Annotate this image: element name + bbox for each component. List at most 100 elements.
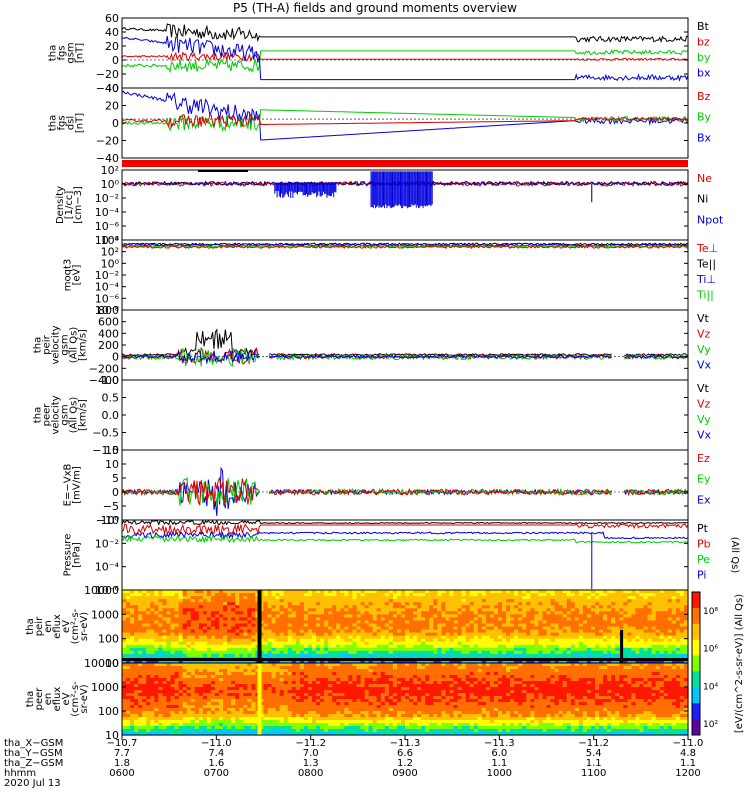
x-tick-label-z: 1.1 bbox=[586, 758, 602, 769]
series-bx bbox=[121, 36, 689, 82]
series-vx bbox=[121, 349, 689, 364]
colorbar-segment bbox=[692, 607, 700, 625]
colorbar-tick-label: 10⁴ bbox=[703, 682, 718, 692]
legend-pb: Pb bbox=[697, 538, 711, 551]
colorbar-tick-label: 10⁶ bbox=[703, 645, 718, 655]
legend-vy: Vy bbox=[697, 413, 711, 426]
series-pi bbox=[121, 530, 689, 540]
y-tick-label: 10 bbox=[105, 729, 119, 742]
y-axis-label-line: [km/s] bbox=[78, 399, 89, 431]
legend-vt: Vt bbox=[697, 382, 710, 395]
x-row-label: hhmm bbox=[4, 768, 36, 779]
x-tick-label-y: 6.6 bbox=[397, 748, 413, 759]
colorbar-segment bbox=[692, 623, 700, 641]
y-axis-label-line: eV bbox=[61, 620, 72, 633]
y-axis-label-line: dsl bbox=[66, 116, 77, 130]
legend-ni: Ni bbox=[697, 193, 708, 206]
legend-bx: Bx bbox=[697, 131, 712, 144]
x-tick-label-t: 1000 bbox=[487, 768, 512, 779]
legend-pe: Pe bbox=[697, 553, 710, 566]
panel-frame bbox=[121, 239, 689, 311]
y-axis-label-line: sr-eV) bbox=[79, 684, 90, 713]
y-axis-label-line: [eV] bbox=[72, 265, 83, 286]
y-tick-label: −1.0 bbox=[92, 444, 119, 457]
y-axis-label-line: (All Qs) bbox=[69, 397, 80, 434]
legend-ez: Ez bbox=[697, 452, 710, 465]
y-axis-label: E=−VxB[mV/m] bbox=[63, 464, 83, 507]
ion-cells bbox=[122, 590, 689, 664]
y-tick-label: 10000 bbox=[84, 584, 119, 597]
y-tick-label: 0 bbox=[112, 117, 119, 130]
y-tick-label: 40 bbox=[105, 26, 119, 39]
y-axis-label-line: (cm²-s- bbox=[70, 608, 81, 644]
y-tick-label: 0 bbox=[112, 54, 119, 67]
colorbar-frame bbox=[691, 591, 701, 736]
electron-data-gap bbox=[257, 663, 262, 735]
x-row-label: tha_Y−GSM bbox=[4, 748, 63, 759]
series-bt bbox=[121, 23, 689, 43]
y-tick-label: −200 bbox=[89, 362, 119, 375]
y-axis-label-line: eflux bbox=[52, 614, 63, 639]
y-axis-label-line: [mV/m] bbox=[72, 466, 83, 504]
y-tick-label: 400 bbox=[98, 327, 119, 340]
y-tick-label: 10⁻² bbox=[95, 192, 119, 205]
y-tick-label: 10⁻² bbox=[95, 269, 119, 282]
x-row-label: 2020 Jul 13 bbox=[4, 778, 61, 789]
y-axis-label-line: gsm bbox=[60, 334, 71, 355]
series-by bbox=[121, 109, 689, 132]
y-tick-label: 1.0 bbox=[102, 374, 120, 387]
y-tick-label: −0.5 bbox=[92, 427, 119, 440]
y-axis-label: moqt3[eV] bbox=[63, 259, 83, 292]
legend-vy: Vy bbox=[697, 343, 711, 356]
x-tick-label-t: 0900 bbox=[392, 768, 417, 779]
y-tick-label: −400 bbox=[89, 374, 119, 387]
y-tick-label: 100 bbox=[98, 633, 119, 646]
y-axis-label-line: Density bbox=[55, 186, 66, 224]
x-tick-label-z: 1.1 bbox=[680, 758, 696, 769]
colorbar-label: [eV/(cm^2-s-sr-eV)] (All Qs) bbox=[734, 594, 745, 733]
y-tick-label: 10⁻⁶ bbox=[95, 292, 120, 305]
y-tick-label: 5 bbox=[112, 472, 119, 485]
x-tick-label-y: 4.8 bbox=[680, 748, 696, 759]
colorbar-segment bbox=[692, 639, 700, 657]
colorbar-segment bbox=[692, 703, 700, 720]
y-tick-label: 15 bbox=[105, 444, 119, 457]
y-tick-label: 100 bbox=[98, 705, 119, 718]
x-tick-label-z: 1.2 bbox=[397, 758, 413, 769]
series-vy bbox=[121, 347, 689, 367]
y-tick-label: −20 bbox=[96, 135, 119, 148]
y-tick-label: 800 bbox=[98, 304, 119, 317]
y-tick-label: 10000 bbox=[84, 657, 119, 670]
x-tick-label-t: 0800 bbox=[298, 768, 323, 779]
series-ti-par bbox=[121, 244, 689, 249]
series-pt bbox=[121, 519, 689, 526]
y-axis-label-line: [1/cc] bbox=[64, 191, 75, 220]
y-axis-label-line: peer bbox=[42, 403, 53, 427]
colorbar-segment bbox=[692, 719, 700, 736]
x-tick-label-x: −11.3 bbox=[484, 738, 515, 749]
y-tick-label: −20 bbox=[96, 68, 119, 81]
series-bz bbox=[121, 112, 689, 129]
y-tick-label: −40 bbox=[96, 152, 119, 165]
ion-data-gap bbox=[257, 590, 262, 663]
legend-vz: Vz bbox=[697, 398, 711, 411]
y-tick-label: 10⁻⁸ bbox=[95, 304, 120, 317]
x-tick-label-x: −11.2 bbox=[295, 738, 326, 749]
y-tick-label: 1000 bbox=[91, 608, 119, 621]
series-pe bbox=[121, 534, 689, 544]
y-tick-label: 10² bbox=[101, 164, 119, 177]
page-title: P5 (TH-A) fields and ground moments over… bbox=[233, 1, 517, 15]
y-axis-label-line: velocity bbox=[51, 325, 62, 364]
y-tick-label: 10⁴ bbox=[101, 234, 120, 247]
y-axis-label-line: tha bbox=[48, 115, 59, 131]
series-pb bbox=[121, 523, 689, 536]
y-tick-label: 1000 bbox=[91, 681, 119, 694]
legend-ti: Ti⊥ bbox=[696, 273, 716, 286]
y-tick-label: 200 bbox=[98, 339, 119, 352]
electron-cells bbox=[122, 663, 689, 736]
y-axis-label-line: gsm bbox=[66, 42, 77, 63]
